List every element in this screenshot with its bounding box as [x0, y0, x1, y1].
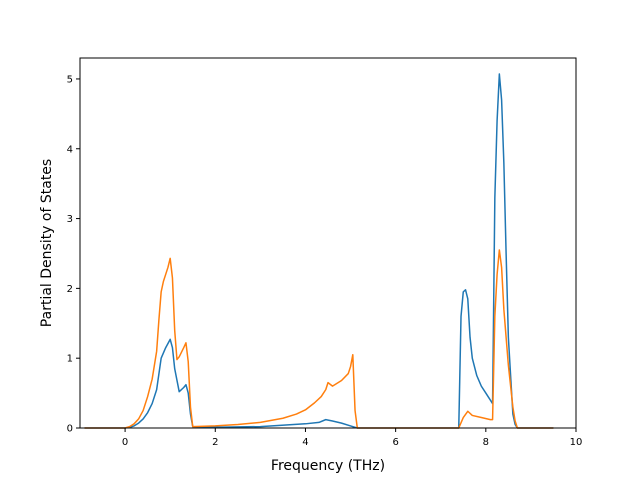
x-tick-label: 4: [302, 437, 308, 448]
y-tick-label: 5: [67, 74, 73, 85]
y-tick-label: 4: [67, 144, 73, 155]
x-tick-label: 2: [212, 437, 218, 448]
x-tick-label: 8: [483, 437, 489, 448]
axes-frame: [79, 57, 577, 429]
x-tick-label: 10: [570, 437, 583, 448]
series-line-1: [84, 73, 554, 429]
y-tick-label: 0: [67, 424, 73, 435]
x-tick-label: 0: [122, 437, 128, 448]
plot-area: [84, 73, 554, 429]
x-axis-label: Frequency (THz): [271, 458, 385, 474]
x-axis: 0 2 4 6 8 10: [122, 428, 582, 448]
series-line-2: [84, 249, 554, 429]
y-tick-label: 2: [67, 284, 73, 295]
y-tick-label: 1: [67, 354, 73, 365]
y-tick-label: 3: [67, 214, 73, 225]
y-axis-label: Partial Density of States: [39, 159, 55, 327]
x-tick-label: 6: [392, 437, 398, 448]
y-axis: 0 1 2 3 4 5: [67, 74, 80, 435]
